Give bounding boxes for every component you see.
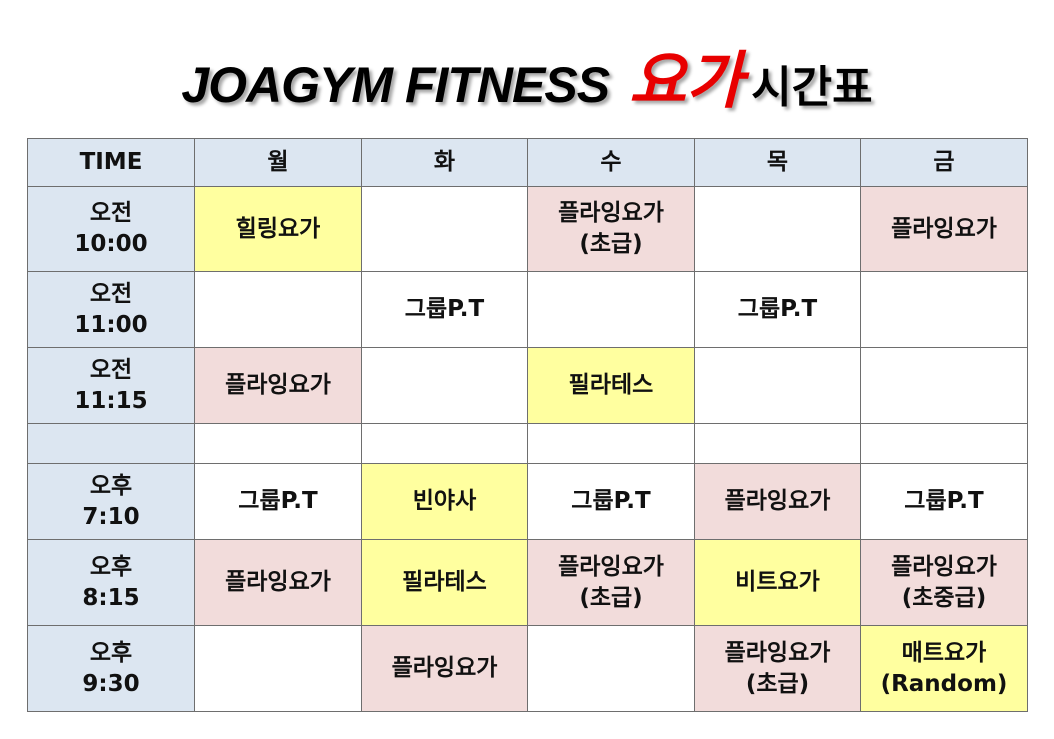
class-cell-thu	[694, 186, 861, 272]
time-label: 8:15	[82, 584, 140, 611]
class-cell-fri	[860, 271, 1028, 348]
time-cell	[27, 423, 195, 464]
time-label: 오전	[89, 280, 133, 307]
class-cell-fri: 플라잉요가	[860, 186, 1028, 272]
class-cell-mon: 플라잉요가	[194, 347, 362, 424]
class-label: 플라잉요가	[558, 200, 664, 226]
class-cell-thu	[694, 423, 861, 464]
header-fri: 금	[860, 138, 1028, 187]
class-cell-tue	[361, 347, 528, 424]
class-label: 매트요가	[901, 639, 987, 666]
time-cell: 오후 9:30	[27, 625, 195, 712]
time-cell: 오후 8:15	[27, 539, 195, 626]
class-cell-wed: 플라잉요가 (초급)	[527, 539, 695, 626]
time-label: 11:00	[74, 311, 148, 338]
class-cell-tue: 그룹P.T	[361, 271, 528, 348]
table-row: 오전 11:00 그룹P.T 그룹P.T	[27, 271, 1028, 348]
header-thu: 목	[694, 138, 861, 187]
class-label: 플라잉요가	[225, 569, 331, 595]
header-time: TIME	[27, 138, 195, 187]
class-label: 플라잉요가	[724, 639, 831, 666]
class-cell-mon: 힐링요가	[194, 186, 362, 272]
class-cell-thu: 플라잉요가	[694, 463, 861, 540]
schedule-table: TIME 월 화 수 목 금 오전 10:00 힐링요가 플라잉요가 (초급) 플라잉요가…	[27, 138, 1028, 712]
class-cell-tue	[361, 423, 528, 464]
class-label: (초급)	[745, 670, 810, 697]
time-cell: 오전 10:00	[27, 186, 195, 272]
time-cell: 오후 7:10	[27, 463, 195, 540]
class-cell-fri	[860, 423, 1028, 464]
class-label: (초급)	[579, 231, 643, 257]
time-cell: 오전 11:00	[27, 271, 195, 348]
class-cell-thu	[694, 347, 861, 424]
title-schedule: 시간표	[751, 62, 873, 113]
class-cell-mon	[194, 625, 362, 712]
class-label: 빈야사	[412, 488, 477, 514]
class-cell-fri: 플라잉요가 (초중급)	[860, 539, 1028, 626]
class-cell-tue: 빈야사	[361, 463, 528, 540]
class-cell-fri: 매트요가 (Random)	[860, 625, 1028, 712]
header-tue: 화	[361, 138, 528, 187]
class-cell-wed	[527, 271, 695, 348]
time-cell: 오전 11:15	[27, 347, 195, 424]
header-mon: 월	[194, 138, 362, 187]
table-row	[27, 423, 1028, 464]
class-label: (초중급)	[901, 584, 987, 611]
time-label: 오전	[89, 356, 133, 383]
header-row: TIME 월 화 수 목 금	[27, 138, 1028, 187]
class-cell-thu: 그룹P.T	[694, 271, 861, 348]
class-label: 그룹P.T	[238, 488, 318, 514]
class-cell-fri	[860, 347, 1028, 424]
page-title: JOAGYM FITNESS 요가 시간표	[0, 30, 1054, 117]
class-label: 필라테스	[402, 569, 487, 595]
table-row: 오후 9:30 플라잉요가 플라잉요가 (초급) 매트요가 (Random)	[27, 625, 1028, 712]
class-cell-tue	[361, 186, 528, 272]
time-label: 오후	[89, 639, 133, 666]
class-label: 플라잉요가	[225, 372, 331, 398]
class-cell-thu: 플라잉요가 (초급)	[694, 625, 861, 712]
class-label: (초급)	[579, 584, 643, 611]
time-label: 오후	[89, 472, 133, 499]
class-label: 힐링요가	[235, 215, 321, 242]
class-label: (Random)	[880, 670, 1008, 697]
class-cell-mon: 플라잉요가	[194, 539, 362, 626]
class-label: 플라잉요가	[391, 655, 498, 681]
class-label: 그룹P.T	[571, 488, 651, 514]
class-cell-fri: 그룹P.T	[860, 463, 1028, 540]
class-label: 플라잉요가	[891, 553, 997, 580]
class-cell-mon	[194, 423, 362, 464]
class-cell-wed	[527, 423, 695, 464]
time-label: 오전	[89, 200, 133, 226]
class-label: 플라잉요가	[558, 553, 664, 580]
class-label: 그룹P.T	[737, 296, 818, 322]
class-label: 그룹P.T	[404, 296, 485, 322]
class-cell-tue: 필라테스	[361, 539, 528, 626]
table-row: 오전 11:15 플라잉요가 필라테스	[27, 347, 1028, 424]
table-row: 오전 10:00 힐링요가 플라잉요가 (초급) 플라잉요가	[27, 186, 1028, 272]
time-label: 11:15	[74, 387, 148, 414]
table-row: 오후 8:15 플라잉요가 필라테스 플라잉요가 (초급) 비트요가 플라잉요가 (초중급)	[27, 539, 1028, 626]
class-label: 필라테스	[568, 372, 654, 398]
class-cell-wed: 플라잉요가 (초급)	[527, 186, 695, 272]
class-cell-tue: 플라잉요가	[361, 625, 528, 712]
class-cell-mon: 그룹P.T	[194, 463, 362, 540]
time-label: 9:30	[82, 670, 140, 697]
table-row: 오후 7:10 그룹P.T 빈야사 그룹P.T 플라잉요가 그룹P.T	[27, 463, 1028, 540]
class-label: 비트요가	[735, 569, 820, 595]
class-cell-wed: 필라테스	[527, 347, 695, 424]
header-wed: 수	[527, 138, 695, 187]
time-label: 7:10	[82, 503, 140, 530]
class-cell-mon	[194, 271, 362, 348]
title-yoga: 요가	[629, 44, 744, 117]
time-label: 오후	[89, 553, 133, 580]
class-cell-wed	[527, 625, 695, 712]
title-brand: JOAGYM FITNESS	[181, 57, 610, 113]
class-cell-wed: 그룹P.T	[527, 463, 695, 540]
class-label: 플라잉요가	[724, 488, 831, 514]
class-cell-thu: 비트요가	[694, 539, 861, 626]
class-label: 플라잉요가	[891, 215, 997, 242]
class-label: 그룹P.T	[904, 488, 984, 514]
time-label: 10:00	[74, 231, 148, 257]
